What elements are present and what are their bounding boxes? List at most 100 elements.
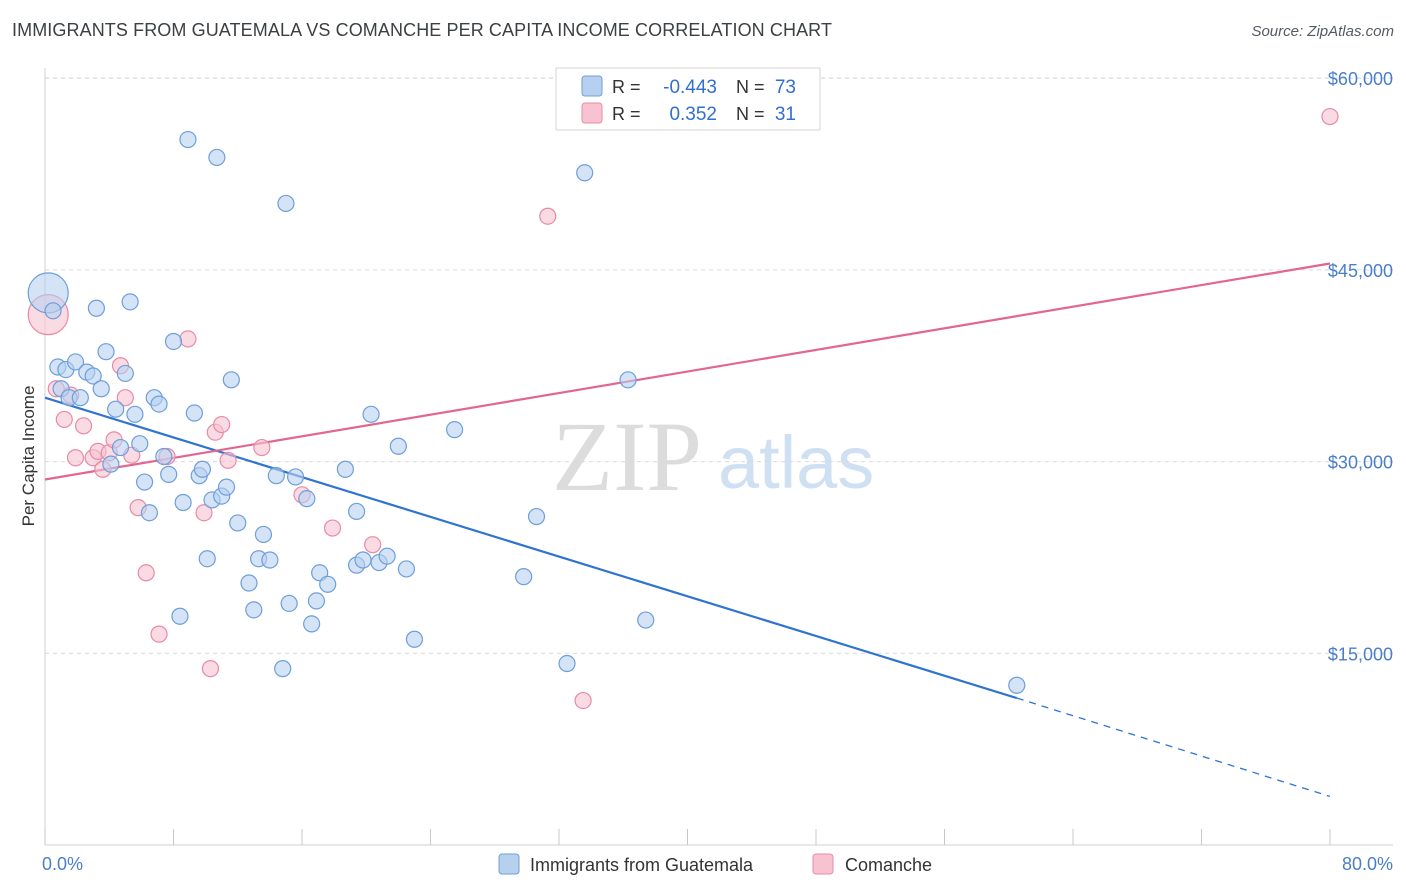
point-guatemala — [1008, 676, 1026, 694]
trend-line-guatemala — [44, 396, 1018, 700]
point-guatemala — [208, 148, 226, 167]
point-comanche — [253, 438, 271, 457]
point-comanche — [195, 504, 213, 522]
y-tick-label: $30,000 — [1328, 453, 1393, 473]
point-guatemala — [245, 601, 263, 619]
point-guatemala — [116, 364, 134, 383]
point-guatemala — [171, 607, 189, 625]
point-guatemala — [87, 299, 106, 317]
chart-title: IMMIGRANTS FROM GUATEMALA VS COMANCHE PE… — [12, 20, 833, 40]
point-guatemala — [155, 447, 173, 466]
point-comanche — [323, 519, 342, 537]
point-comanche — [74, 417, 93, 435]
legend-r-label: R = — [612, 104, 641, 124]
y-tick-label: $60,000 — [1328, 69, 1393, 89]
point-guatemala — [348, 502, 366, 521]
point-comanche — [574, 691, 592, 710]
point-guatemala — [274, 660, 292, 678]
legend-n-label: N = — [736, 104, 765, 124]
point-guatemala — [576, 164, 594, 182]
point-guatemala — [84, 367, 102, 385]
point-guatemala — [354, 551, 372, 569]
legend-r-value: 0.352 — [669, 104, 717, 125]
point-guatemala — [405, 630, 424, 648]
point-guatemala — [97, 343, 115, 361]
legend-n-label: N = — [736, 77, 765, 97]
point-guatemala — [102, 455, 120, 473]
point-guatemala — [198, 550, 216, 568]
point-guatemala — [515, 568, 533, 586]
point-guatemala — [527, 507, 546, 526]
point-comanche — [137, 564, 155, 582]
x-tick-label: 0.0% — [42, 854, 83, 874]
legend-n-value: 31 — [775, 104, 796, 125]
x-tick-labels: 0.0% 80.0% — [42, 854, 1393, 874]
point-guatemala — [267, 467, 285, 485]
y-tick-label: $45,000 — [1328, 261, 1393, 281]
bottom-legend-label-pink: Comanche — [845, 855, 932, 875]
point-guatemala — [111, 438, 130, 457]
bottom-legend-label-blue: Immigrants from Guatemala — [530, 855, 754, 875]
watermark-zip: ZIP — [552, 401, 702, 512]
point-guatemala — [378, 547, 396, 565]
axes — [44, 68, 1393, 846]
point-guatemala — [397, 560, 416, 578]
source-credit: Source: ZipAtlas.com — [1251, 23, 1394, 40]
point-guatemala — [71, 389, 89, 407]
point-comanche — [539, 207, 557, 225]
data-points — [27, 107, 1339, 710]
point-guatemala — [107, 400, 125, 418]
point-guatemala — [307, 592, 326, 610]
legend-swatch-blue — [581, 75, 603, 97]
legend-n-value: 73 — [775, 77, 796, 98]
legend-r-value: -0.443 — [663, 77, 717, 98]
y-tick-label: $15,000 — [1328, 644, 1393, 664]
point-guatemala — [336, 460, 354, 478]
point-guatemala — [179, 130, 197, 149]
point-guatemala — [280, 594, 298, 613]
point-guatemala — [92, 380, 110, 398]
point-comanche — [1321, 107, 1339, 126]
top-legend: R = -0.443 N = 73 R = 0.352 N = 31 — [555, 67, 821, 131]
point-comanche — [55, 410, 73, 429]
bottom-legend-swatch-blue — [498, 853, 520, 875]
x-tick-label: 80.0% — [1342, 854, 1393, 874]
point-guatemala — [619, 371, 637, 389]
point-guatemala — [240, 574, 258, 592]
point-guatemala — [164, 332, 183, 351]
point-guatemala — [229, 514, 247, 532]
point-comanche — [116, 389, 134, 407]
point-guatemala — [185, 404, 203, 422]
bottom-legend: Immigrants from Guatemala Comanche — [498, 853, 932, 875]
watermark-atlas: atlas — [718, 421, 874, 504]
legend-swatch-pink — [581, 102, 603, 124]
point-comanche — [150, 625, 168, 643]
point-guatemala — [217, 478, 236, 496]
point-guatemala — [261, 551, 279, 569]
point-guatemala — [66, 353, 85, 371]
point-guatemala — [298, 490, 316, 508]
point-comanche — [201, 660, 220, 678]
point-guatemala — [140, 504, 159, 522]
point-comanche — [213, 415, 231, 434]
point-guatemala — [222, 371, 240, 389]
point-guatemala — [389, 437, 407, 455]
point-guatemala — [303, 615, 321, 633]
point-guatemala — [44, 302, 62, 320]
trend-line-guatemala-extension — [1016, 697, 1331, 798]
point-guatemala — [558, 654, 576, 673]
point-guatemala — [445, 421, 464, 439]
y-tick-labels: $15,000 $30,000 $45,000 $60,000 — [1328, 69, 1393, 664]
point-comanche — [179, 330, 197, 348]
point-guatemala — [160, 465, 178, 483]
point-guatemala — [131, 435, 149, 453]
watermark: ZIP atlas — [552, 401, 874, 512]
point-guatemala — [277, 194, 295, 213]
point-guatemala — [193, 460, 212, 478]
point-guatemala — [254, 525, 273, 544]
point-comanche — [364, 536, 382, 554]
point-guatemala — [362, 405, 380, 423]
point-guatemala — [637, 611, 655, 629]
point-comanche — [66, 449, 85, 467]
